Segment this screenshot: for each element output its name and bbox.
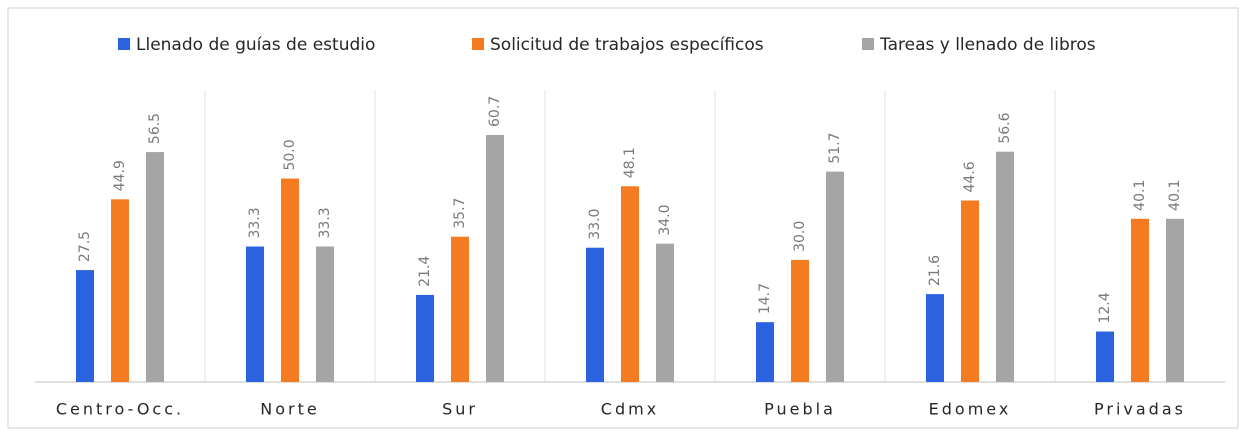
- value-label: 33.3: [247, 207, 263, 238]
- value-label: 40.1: [1167, 180, 1183, 211]
- bar: [586, 247, 604, 382]
- value-label: 51.7: [827, 132, 843, 163]
- legend-swatch: [472, 38, 484, 50]
- bar: [996, 151, 1014, 382]
- bar: [1166, 218, 1184, 382]
- value-label: 40.1: [1132, 180, 1148, 211]
- x-tick-label: Centro-Occ.: [56, 400, 184, 419]
- value-label: 56.6: [997, 112, 1013, 143]
- legend-swatch: [118, 38, 130, 50]
- bar: [146, 152, 164, 382]
- bar: [791, 259, 809, 382]
- value-label: 34.0: [657, 204, 673, 235]
- bar: [826, 171, 844, 382]
- value-label: 44.6: [962, 161, 978, 192]
- x-tick-label: Norte: [260, 400, 319, 419]
- value-label: 56.5: [147, 113, 163, 144]
- bar: [451, 236, 469, 382]
- x-tick-label: Edomex: [929, 400, 1012, 419]
- value-label: 30.0: [792, 221, 808, 252]
- bar: [926, 294, 944, 382]
- bar: [281, 178, 299, 382]
- value-label: 48.1: [622, 147, 638, 178]
- bar: [246, 246, 264, 382]
- bar: [486, 135, 504, 382]
- bar: [316, 246, 334, 382]
- bar: [1096, 331, 1114, 382]
- value-label: 21.6: [927, 255, 943, 286]
- bar: [76, 270, 94, 382]
- bar: [756, 322, 774, 382]
- value-label: 33.3: [317, 207, 333, 238]
- legend-label: Llenado de guías de estudio: [136, 35, 375, 55]
- legend-label: Tareas y llenado de libros: [879, 35, 1096, 55]
- x-tick-label: Cdmx: [601, 400, 659, 419]
- value-label: 27.5: [77, 231, 93, 262]
- value-label: 44.9: [112, 160, 128, 191]
- bar: [961, 200, 979, 382]
- bar: [656, 243, 674, 382]
- bar: [1131, 218, 1149, 382]
- x-tick-label: Sur: [442, 400, 478, 419]
- value-label: 50.0: [282, 139, 298, 170]
- value-label: 12.4: [1097, 292, 1113, 323]
- legend-label: Solicitud de trabajos específicos: [490, 35, 764, 55]
- value-label: 14.7: [757, 283, 773, 314]
- value-label: 35.7: [452, 198, 468, 229]
- bar: [621, 186, 639, 382]
- x-tick-label: Privadas: [1094, 400, 1186, 419]
- x-tick-label: Puebla: [764, 400, 836, 419]
- bar: [111, 199, 129, 382]
- bar: [416, 294, 434, 382]
- value-label: 33.0: [587, 209, 603, 240]
- legend-swatch: [862, 38, 874, 50]
- value-label: 21.4: [417, 256, 433, 287]
- value-label: 60.7: [487, 96, 503, 127]
